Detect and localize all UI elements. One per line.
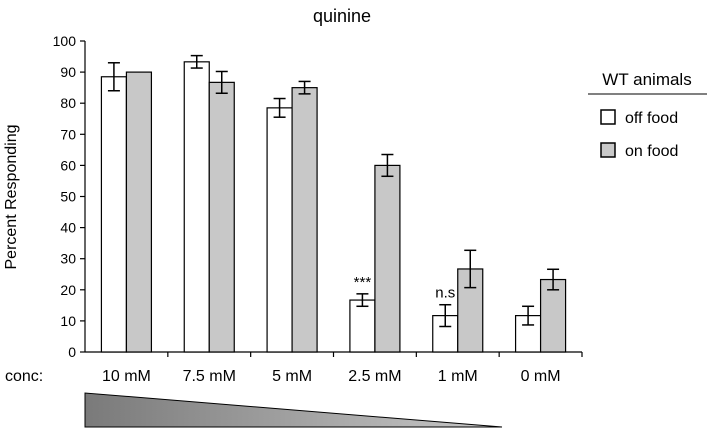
y-tick-label: 80 [60, 95, 76, 111]
bar-on-food-5-mM [291, 87, 318, 353]
y-tick-label: 50 [60, 189, 76, 205]
y-axis-label: Percent Responding [3, 125, 20, 270]
y-tick-label: 0 [68, 344, 76, 360]
legend-title: WT animals [602, 70, 691, 89]
x-category-label: 1 mM [438, 368, 478, 385]
y-tick-label: 90 [60, 64, 76, 80]
y-tick-label: 10 [60, 313, 76, 329]
significance-annotation: *** [354, 274, 372, 291]
legend-label-on-food: on food [625, 143, 678, 160]
legend-swatch-off-food [600, 109, 616, 125]
bar-off-food-10-mM [100, 76, 128, 353]
bar-on-food-2-5-mM [374, 164, 401, 353]
y-tick-label: 30 [60, 251, 76, 267]
significance-annotation: n.s [435, 285, 455, 302]
bar-off-food-7-5-mM [183, 61, 210, 353]
y-tick-label: 70 [60, 126, 76, 142]
legend-swatch-on-food [600, 142, 616, 158]
x-category-label: 10 mM [102, 368, 151, 385]
chart-title: quinine [313, 6, 371, 26]
x-axis-prefix: conc: [5, 368, 43, 385]
concentration-gradient-wedge [84, 392, 503, 428]
y-tick-label: 40 [60, 220, 76, 236]
bar-on-food-0-mM [539, 278, 567, 353]
legend: WT animals off food on food [588, 70, 707, 160]
plot-area: 0 10 20 30 40 50 60 70 80 90 100 10 mM 7.5 mM 5 mM 2.5… [53, 33, 583, 385]
x-category-label: 0 mM [521, 368, 561, 385]
legend-label-off-food: off food [625, 110, 678, 127]
y-tick-label: 20 [60, 282, 76, 298]
bar-off-food-2-5-mM [349, 299, 376, 353]
x-category-label: 5 mM [272, 368, 312, 385]
x-category-label: 2.5 mM [348, 368, 401, 385]
bar-off-food-5-mM [266, 107, 293, 353]
x-category-label: 7.5 mM [183, 368, 236, 385]
y-tick-label: 100 [53, 33, 77, 49]
y-tick-label: 60 [60, 157, 76, 173]
bar-on-food-10-mM [125, 71, 153, 353]
bar-on-food-7-5-mM [208, 81, 235, 353]
